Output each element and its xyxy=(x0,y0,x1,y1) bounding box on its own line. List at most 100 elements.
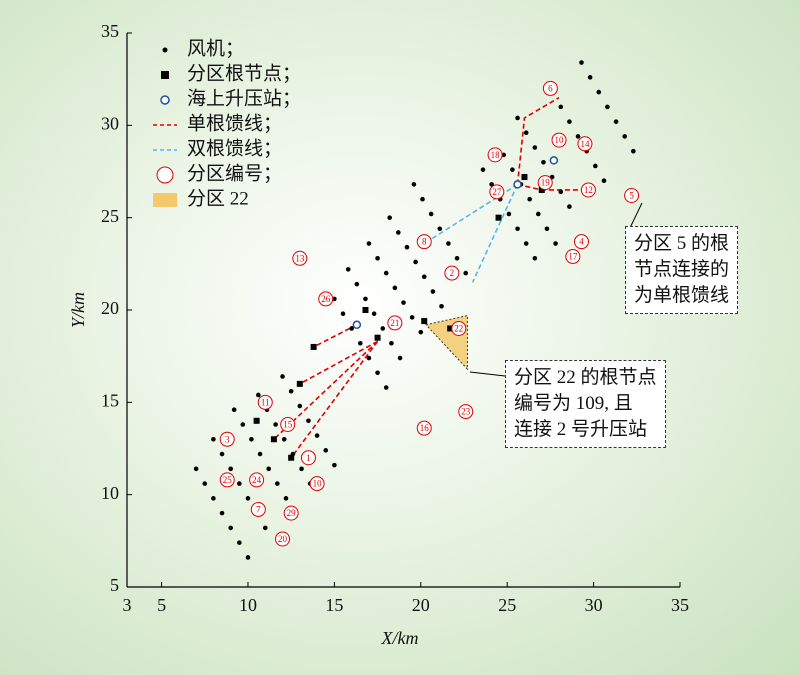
turbine xyxy=(544,226,550,232)
root-node xyxy=(296,380,303,387)
turbine xyxy=(601,178,607,184)
turbine xyxy=(613,119,619,124)
turbine xyxy=(532,255,538,261)
y-tick-label: 5 xyxy=(110,575,119,595)
turbine xyxy=(383,270,389,276)
turbine xyxy=(245,496,251,501)
turbine xyxy=(515,115,520,121)
turbine xyxy=(211,496,216,501)
turbine xyxy=(428,211,434,217)
x-tick-label: 35 xyxy=(671,595,689,615)
zone-marker xyxy=(249,472,265,488)
annotation-line: 编号为 109, 且 xyxy=(514,393,633,414)
turbine xyxy=(340,311,346,316)
turbine xyxy=(345,267,351,272)
legend-swatch xyxy=(153,193,177,207)
turbine xyxy=(366,355,372,361)
zone-label: 2 xyxy=(450,268,455,278)
zone-marker xyxy=(292,250,308,266)
legend-swatch xyxy=(160,95,170,105)
feeder-line xyxy=(516,96,560,185)
turbine xyxy=(371,311,377,316)
zone-marker xyxy=(451,320,467,336)
turbine xyxy=(409,315,415,320)
zone-label: 4 xyxy=(579,237,584,247)
zone-label: 8 xyxy=(422,237,427,247)
x-tick-label: 20 xyxy=(412,595,430,615)
turbine xyxy=(631,148,636,154)
turbine xyxy=(211,436,216,442)
turbine xyxy=(506,211,512,217)
zone-label: 19 xyxy=(541,178,551,188)
zone-marker xyxy=(551,132,567,148)
root-node xyxy=(288,454,295,461)
turbine xyxy=(228,525,233,531)
turbine xyxy=(418,329,424,335)
zone-label: 22 xyxy=(454,324,463,334)
turbine xyxy=(523,130,529,136)
turbine xyxy=(567,204,572,209)
root-node xyxy=(310,343,317,350)
turbine xyxy=(219,451,225,457)
turbine xyxy=(510,167,515,172)
y-tick-label: 30 xyxy=(101,113,119,133)
turbine xyxy=(446,241,451,246)
zone-marker xyxy=(458,404,474,420)
turbine xyxy=(463,270,469,276)
root-node xyxy=(253,417,260,424)
zone-label: 15 xyxy=(283,420,293,430)
x-axis-label: X/km xyxy=(381,628,419,648)
turbine xyxy=(413,259,418,265)
turbine xyxy=(202,481,208,486)
turbine xyxy=(527,196,532,202)
turbine xyxy=(297,403,303,409)
turbine xyxy=(420,196,425,202)
turbine xyxy=(396,230,401,235)
zone-label: 10 xyxy=(313,479,323,489)
zone-marker xyxy=(309,476,325,492)
zone-marker xyxy=(537,175,553,191)
turbine xyxy=(237,540,242,545)
annotation: 分区 5 的根 节点连接的 为单根馈线 xyxy=(625,226,739,314)
zone-label: 18 xyxy=(491,150,501,160)
zone-marker xyxy=(542,80,558,96)
legend-label: 海上升压站； xyxy=(187,87,301,109)
turbine xyxy=(299,466,304,472)
zone-label: 5 xyxy=(629,191,634,201)
turbine xyxy=(392,285,398,291)
turbine xyxy=(389,340,394,346)
y-tick-label: 10 xyxy=(101,483,119,503)
turbine xyxy=(605,104,610,110)
annotation-line: 节点连接的 xyxy=(634,259,730,280)
turbine xyxy=(401,300,406,305)
turbine xyxy=(332,296,337,302)
zone-marker xyxy=(283,505,299,521)
turbine xyxy=(306,418,311,424)
turbine xyxy=(288,388,294,394)
zone-marker xyxy=(387,315,403,331)
annotation-line: 连接 2 号升压站 xyxy=(514,419,648,440)
turbine xyxy=(558,189,564,195)
turbine xyxy=(256,392,261,398)
legend-label: 双根馈线； xyxy=(187,137,282,159)
zone-label: 24 xyxy=(252,475,262,485)
zone-marker xyxy=(487,147,503,163)
zone-label: 13 xyxy=(295,253,305,263)
turbine xyxy=(439,304,444,309)
turbine xyxy=(231,407,237,413)
turbine xyxy=(193,466,199,472)
y-tick-label: 15 xyxy=(101,390,119,410)
zone-label: 16 xyxy=(420,423,430,433)
zone-marker xyxy=(275,531,291,547)
zone-marker xyxy=(416,234,432,250)
turbine xyxy=(622,134,627,139)
zone-label: 29 xyxy=(287,508,297,518)
zone-label: 7 xyxy=(256,505,261,515)
x-tick-label: 15 xyxy=(325,595,343,615)
turbine xyxy=(354,281,360,287)
annotation-line: 分区 22 的根节点 xyxy=(514,367,657,388)
turbine xyxy=(535,211,541,217)
root-node xyxy=(538,186,545,193)
legend-swatch xyxy=(156,166,174,184)
